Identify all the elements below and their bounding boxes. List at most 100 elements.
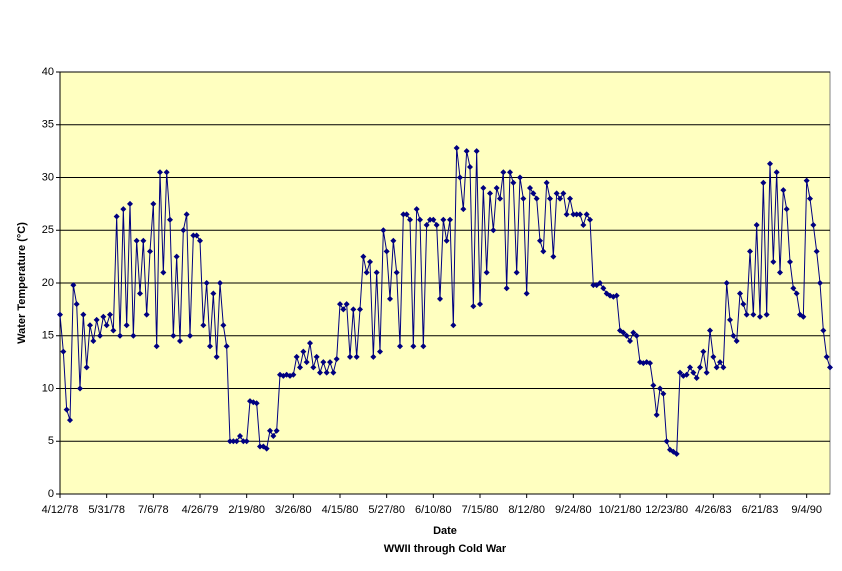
marker (390, 237, 397, 244)
marker (503, 285, 510, 292)
marker (717, 359, 723, 366)
marker (437, 295, 443, 302)
x-tick-label: 6/21/83 (742, 504, 779, 516)
marker (563, 211, 570, 218)
marker (113, 213, 120, 220)
marker (327, 359, 333, 366)
marker (193, 232, 200, 239)
marker (467, 163, 473, 170)
marker (433, 221, 440, 228)
subtitle: WWII through Cold War (384, 543, 507, 555)
marker (183, 211, 190, 218)
marker (583, 211, 590, 218)
marker (397, 343, 403, 350)
marker (790, 285, 797, 292)
marker (210, 290, 217, 297)
marker (120, 206, 127, 213)
marker (350, 306, 357, 313)
marker (567, 195, 573, 202)
marker (343, 301, 350, 308)
marker (293, 353, 300, 360)
x-tick-label: 10/21/80 (599, 504, 642, 516)
y-tick-label: 15 (42, 330, 54, 342)
marker (300, 348, 307, 355)
marker (517, 174, 523, 181)
marker (270, 432, 277, 439)
marker (530, 190, 537, 197)
marker (273, 427, 280, 434)
marker (80, 311, 87, 318)
marker (187, 332, 193, 339)
x-tick-label: 7/6/78 (138, 504, 169, 516)
marker (107, 311, 113, 318)
marker (740, 301, 747, 308)
marker (520, 195, 527, 202)
marker (63, 406, 70, 413)
marker (417, 216, 423, 223)
marker (703, 369, 710, 376)
marker (360, 253, 367, 260)
marker (687, 364, 693, 371)
marker (707, 327, 713, 334)
marker (67, 417, 73, 424)
marker (257, 443, 263, 450)
marker (800, 313, 807, 320)
series-line (59, 147, 831, 455)
marker (657, 385, 663, 392)
marker (410, 343, 417, 350)
marker (310, 364, 317, 371)
marker (763, 311, 770, 318)
marker (757, 313, 763, 320)
marker (470, 303, 477, 310)
marker (663, 438, 670, 445)
marker (383, 248, 390, 255)
marker (480, 185, 487, 192)
marker (103, 322, 110, 329)
marker (87, 322, 93, 329)
x-tick-label: 9/4/90 (791, 504, 822, 516)
marker (760, 179, 767, 186)
marker (810, 221, 817, 228)
marker (207, 343, 213, 350)
y-tick-label: 35 (42, 119, 54, 131)
x-tick-label: 4/26/83 (695, 504, 732, 516)
marker (713, 364, 720, 371)
marker (483, 269, 490, 276)
marker (420, 343, 427, 350)
marker (493, 185, 500, 192)
marker (347, 353, 353, 360)
marker (700, 348, 707, 355)
marker (377, 348, 383, 355)
marker (787, 258, 793, 265)
y-tick-label: 0 (48, 488, 54, 500)
marker (477, 301, 483, 308)
marker (130, 332, 137, 339)
marker (73, 301, 80, 308)
marker (533, 195, 540, 202)
marker (507, 169, 513, 176)
marker (200, 322, 207, 329)
marker (573, 211, 580, 218)
marker (387, 295, 393, 302)
marker (90, 338, 97, 345)
marker (537, 237, 543, 244)
marker (213, 353, 220, 360)
marker (250, 399, 257, 406)
marker (197, 237, 203, 244)
marker (767, 160, 773, 167)
marker (633, 332, 640, 339)
marker (267, 427, 273, 434)
marker (783, 206, 790, 213)
x-tick-label: 5/31/78 (88, 504, 125, 516)
marker (577, 211, 583, 218)
marker (500, 169, 507, 176)
marker (153, 343, 160, 350)
marker (367, 258, 373, 265)
marker (353, 353, 360, 360)
marker (400, 211, 407, 218)
marker (203, 280, 210, 286)
marker (793, 290, 800, 297)
marker (580, 221, 587, 228)
marker (333, 355, 340, 362)
marker (690, 369, 697, 376)
